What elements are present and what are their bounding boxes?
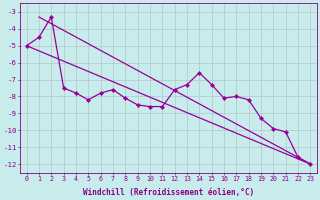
X-axis label: Windchill (Refroidissement éolien,°C): Windchill (Refroidissement éolien,°C) — [83, 188, 254, 197]
